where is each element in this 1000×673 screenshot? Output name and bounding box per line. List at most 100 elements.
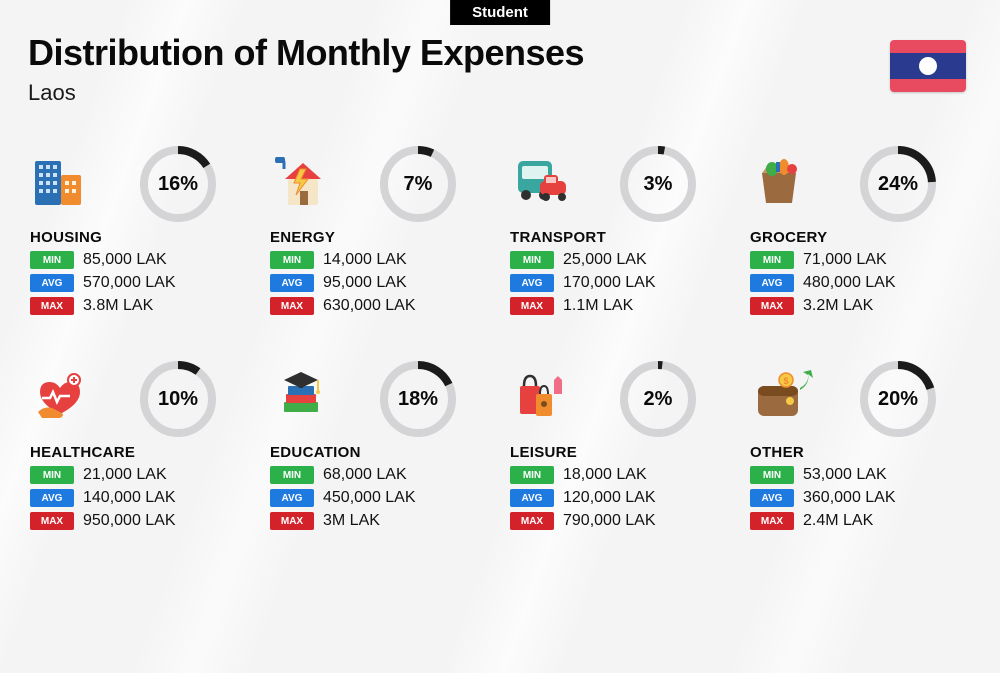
avg-value: 170,000 LAK [563, 274, 656, 292]
persona-badge: Student [450, 0, 550, 25]
percent-label: 2% [620, 361, 696, 437]
stat-avg: AVG 140,000 LAK [30, 489, 250, 507]
max-badge: MAX [510, 297, 554, 315]
avg-value: 450,000 LAK [323, 489, 416, 507]
category-card-leisure: 2% LEISURE MIN 18,000 LAK AVG 120,000 LA… [510, 365, 730, 530]
stat-avg: AVG 480,000 LAK [750, 274, 970, 292]
percent-label: 3% [620, 146, 696, 222]
min-badge: MIN [510, 251, 554, 269]
stat-min: MIN 18,000 LAK [510, 466, 730, 484]
max-badge: MAX [750, 512, 794, 530]
max-value: 790,000 LAK [563, 512, 656, 530]
max-value: 3.8M LAK [83, 297, 153, 315]
svg-text:$: $ [783, 376, 788, 386]
stat-min: MIN 71,000 LAK [750, 251, 970, 269]
max-badge: MAX [750, 297, 794, 315]
min-badge: MIN [750, 466, 794, 484]
category-card-grocery: 24% GROCERY MIN 71,000 LAK AVG 480,000 L… [750, 150, 970, 315]
avg-badge: AVG [270, 489, 314, 507]
avg-value: 480,000 LAK [803, 274, 896, 292]
percent-ring: 3% [620, 146, 696, 222]
category-card-transport: 3% TRANSPORT MIN 25,000 LAK AVG 170,000 … [510, 150, 730, 315]
percent-label: 16% [140, 146, 216, 222]
stat-max: MAX 2.4M LAK [750, 512, 970, 530]
category-card-healthcare: 10% HEALTHCARE MIN 21,000 LAK AVG 140,00… [30, 365, 250, 530]
category-name: HOUSING [30, 229, 250, 246]
max-value: 630,000 LAK [323, 297, 416, 315]
min-badge: MIN [750, 251, 794, 269]
category-card-education: 18% EDUCATION MIN 68,000 LAK AVG 450,000… [270, 365, 490, 530]
stat-max: MAX 3.8M LAK [30, 297, 250, 315]
page-title: Distribution of Monthly Expenses [28, 32, 972, 74]
stat-max: MAX 790,000 LAK [510, 512, 730, 530]
avg-badge: AVG [750, 489, 794, 507]
min-value: 21,000 LAK [83, 466, 167, 484]
stat-min: MIN 21,000 LAK [30, 466, 250, 484]
avg-badge: AVG [750, 274, 794, 292]
max-badge: MAX [270, 297, 314, 315]
category-card-housing: 16% HOUSING MIN 85,000 LAK AVG 570,000 L… [30, 150, 250, 315]
min-value: 18,000 LAK [563, 466, 647, 484]
max-value: 2.4M LAK [803, 512, 873, 530]
max-value: 1.1M LAK [563, 297, 633, 315]
category-card-other: $ 20% OTHER MIN 53,000 LAK AVG 360,000 L… [750, 365, 970, 530]
percent-label: 10% [140, 361, 216, 437]
country-flag-icon [890, 40, 966, 92]
min-value: 68,000 LAK [323, 466, 407, 484]
avg-value: 360,000 LAK [803, 489, 896, 507]
max-badge: MAX [30, 512, 74, 530]
header: Distribution of Monthly Expenses Laos [28, 32, 972, 106]
percent-ring: 20% [860, 361, 936, 437]
percent-label: 20% [860, 361, 936, 437]
categories-grid: 16% HOUSING MIN 85,000 LAK AVG 570,000 L… [30, 150, 970, 530]
avg-value: 140,000 LAK [83, 489, 176, 507]
stat-avg: AVG 95,000 LAK [270, 274, 490, 292]
percent-ring: 10% [140, 361, 216, 437]
percent-ring: 18% [380, 361, 456, 437]
stat-min: MIN 14,000 LAK [270, 251, 490, 269]
avg-badge: AVG [510, 274, 554, 292]
category-name: OTHER [750, 444, 970, 461]
max-value: 3M LAK [323, 512, 380, 530]
category-card-energy: 7% ENERGY MIN 14,000 LAK AVG 95,000 LAK … [270, 150, 490, 315]
avg-value: 570,000 LAK [83, 274, 176, 292]
avg-badge: AVG [30, 489, 74, 507]
stat-max: MAX 630,000 LAK [270, 297, 490, 315]
percent-ring: 24% [860, 146, 936, 222]
page-subtitle: Laos [28, 80, 972, 106]
avg-value: 95,000 LAK [323, 274, 407, 292]
stat-min: MIN 68,000 LAK [270, 466, 490, 484]
avg-badge: AVG [510, 489, 554, 507]
stat-avg: AVG 170,000 LAK [510, 274, 730, 292]
min-value: 14,000 LAK [323, 251, 407, 269]
stat-max: MAX 950,000 LAK [30, 512, 250, 530]
min-value: 25,000 LAK [563, 251, 647, 269]
category-name: TRANSPORT [510, 229, 730, 246]
avg-value: 120,000 LAK [563, 489, 656, 507]
stat-max: MAX 3.2M LAK [750, 297, 970, 315]
min-badge: MIN [270, 251, 314, 269]
percent-label: 7% [380, 146, 456, 222]
stat-avg: AVG 360,000 LAK [750, 489, 970, 507]
min-value: 71,000 LAK [803, 251, 887, 269]
stat-max: MAX 1.1M LAK [510, 297, 730, 315]
stat-min: MIN 85,000 LAK [30, 251, 250, 269]
category-name: HEALTHCARE [30, 444, 250, 461]
category-name: ENERGY [270, 229, 490, 246]
max-value: 950,000 LAK [83, 512, 176, 530]
percent-ring: 2% [620, 361, 696, 437]
max-badge: MAX [30, 297, 74, 315]
max-badge: MAX [270, 512, 314, 530]
min-badge: MIN [30, 251, 74, 269]
percent-ring: 16% [140, 146, 216, 222]
max-badge: MAX [510, 512, 554, 530]
stat-avg: AVG 570,000 LAK [30, 274, 250, 292]
avg-badge: AVG [30, 274, 74, 292]
min-badge: MIN [30, 466, 74, 484]
category-name: LEISURE [510, 444, 730, 461]
max-value: 3.2M LAK [803, 297, 873, 315]
stat-avg: AVG 120,000 LAK [510, 489, 730, 507]
avg-badge: AVG [270, 274, 314, 292]
stat-avg: AVG 450,000 LAK [270, 489, 490, 507]
stat-min: MIN 53,000 LAK [750, 466, 970, 484]
